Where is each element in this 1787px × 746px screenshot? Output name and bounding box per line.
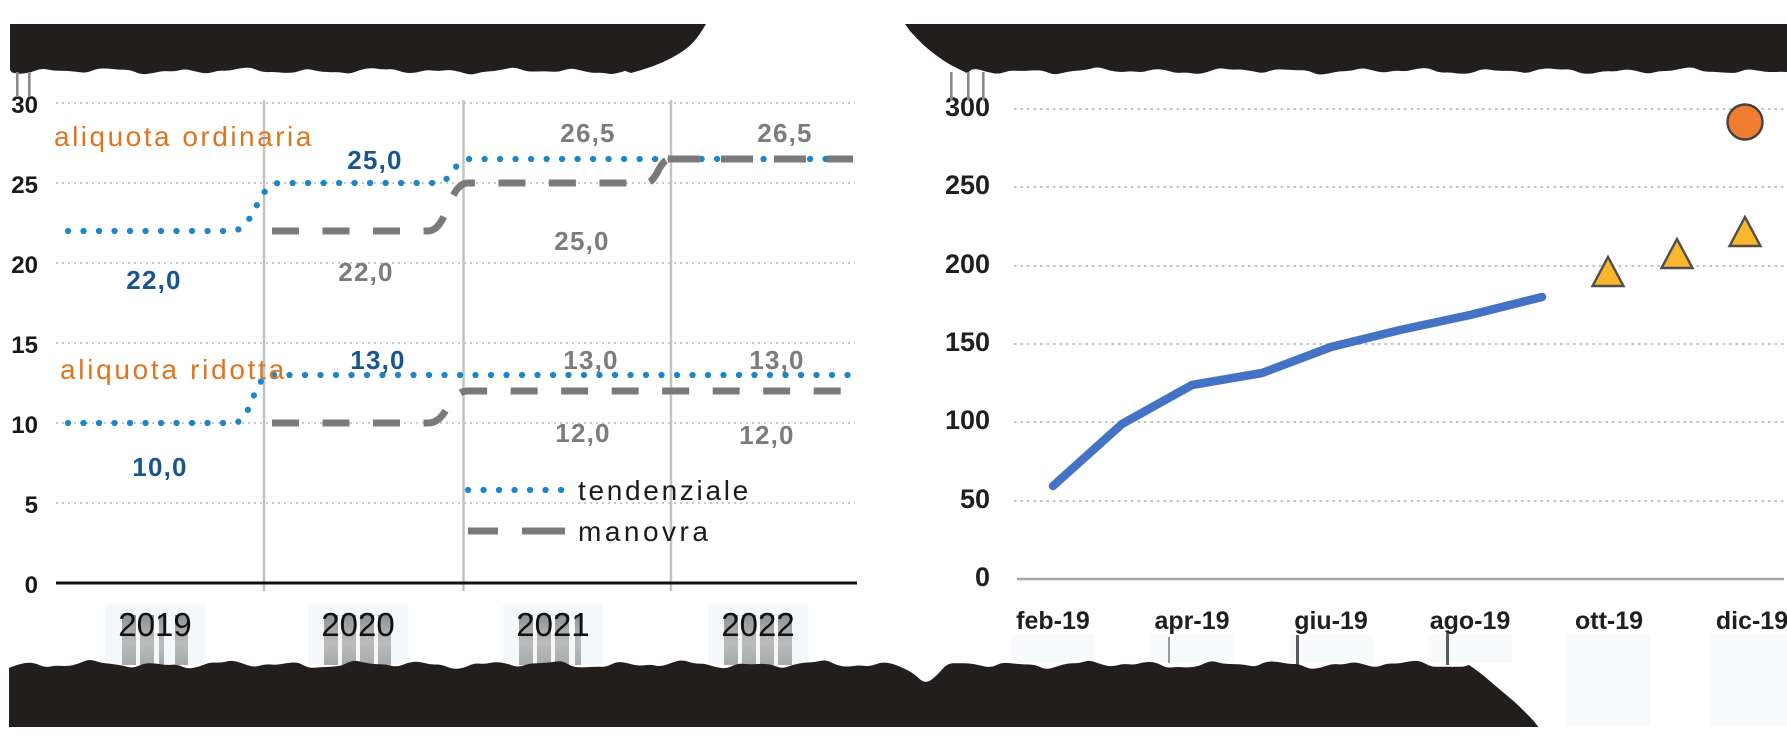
svg-text:13,0: 13,0 (563, 345, 618, 375)
svg-text:10,0: 10,0 (132, 452, 187, 482)
svg-text:13,0: 13,0 (749, 345, 804, 375)
svg-text:0: 0 (25, 572, 38, 599)
svg-text:ott-19: ott-19 (1575, 607, 1643, 635)
svg-text:manovra: manovra (578, 516, 711, 547)
svg-text:2020: 2020 (321, 606, 394, 643)
svg-text:30: 30 (11, 92, 38, 119)
svg-text:5: 5 (25, 492, 38, 519)
svg-text:tendenziale: tendenziale (578, 475, 751, 506)
svg-text:13,0: 13,0 (350, 345, 405, 375)
svg-text:26,5: 26,5 (757, 118, 812, 148)
svg-text:22,0: 22,0 (338, 257, 393, 287)
svg-text:50: 50 (960, 484, 990, 514)
svg-text:2022: 2022 (721, 606, 794, 643)
svg-text:aliquota ridotta: aliquota ridotta (60, 354, 287, 385)
svg-text:15: 15 (11, 332, 38, 359)
svg-text:25: 25 (11, 172, 38, 199)
svg-text:200: 200 (945, 249, 990, 279)
svg-text:apr-19: apr-19 (1154, 607, 1229, 635)
svg-text:20: 20 (11, 252, 38, 279)
svg-text:12,0: 12,0 (555, 418, 610, 448)
svg-text:ago-19: ago-19 (1430, 607, 1511, 635)
svg-text:2021: 2021 (516, 606, 589, 643)
svg-text:150: 150 (945, 327, 990, 357)
svg-text:feb-19: feb-19 (1016, 607, 1090, 635)
svg-text:2019: 2019 (118, 606, 191, 643)
svg-text:25,0: 25,0 (554, 226, 609, 256)
svg-text:dic-19: dic-19 (1716, 607, 1787, 635)
svg-text:100: 100 (945, 405, 990, 435)
svg-text:0: 0 (975, 562, 990, 592)
svg-text:aliquota ordinaria: aliquota ordinaria (54, 121, 314, 152)
svg-text:giu-19: giu-19 (1294, 607, 1368, 635)
svg-text:10: 10 (11, 412, 38, 439)
svg-text:22,0: 22,0 (126, 265, 181, 295)
svg-text:25,0: 25,0 (347, 145, 402, 175)
svg-text:26,5: 26,5 (560, 118, 615, 148)
svg-text:12,0: 12,0 (739, 420, 794, 450)
svg-text:250: 250 (945, 170, 990, 200)
